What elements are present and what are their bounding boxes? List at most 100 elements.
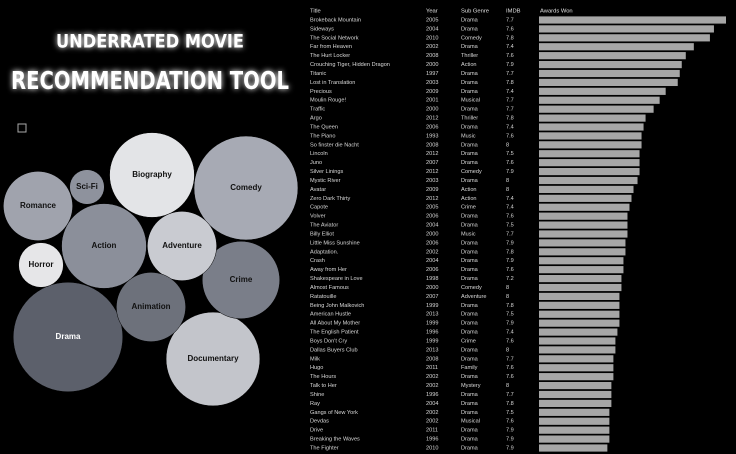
table-cell: 7.9: [506, 445, 514, 451]
table-cell: 1999: [426, 338, 438, 344]
table-cell: 7.4: [506, 44, 514, 50]
bubble: [61, 203, 147, 289]
awards-bar: [539, 408, 610, 416]
awards-bar: [539, 435, 610, 443]
table-cell: The Hurt Locker: [310, 53, 350, 59]
table-cell: Silver Linings: [310, 169, 343, 175]
awards-bar: [539, 34, 710, 42]
table-cell: 1999: [426, 321, 438, 327]
table-cell: 7.8: [506, 303, 514, 309]
table-cell: 2011: [426, 365, 438, 371]
table-cell: Far from Heaven: [310, 44, 352, 50]
table-cell: Drama: [461, 258, 479, 264]
table-cell: Hugo: [310, 365, 323, 371]
bubble: [147, 211, 217, 281]
table-cell: 1996: [426, 437, 438, 443]
table-cell: Volver: [310, 214, 326, 220]
bubble: [3, 171, 73, 241]
table-cell: 7.4: [506, 205, 514, 211]
table-cell: Drama: [461, 89, 479, 95]
table-cell: 2004: [426, 26, 438, 32]
table-cell: Drama: [461, 178, 479, 184]
table-cell: 7.6: [506, 133, 514, 139]
awards-bar: [539, 105, 654, 113]
table-cell: Dallas Buyers Club: [310, 347, 358, 353]
table-cell: 7.5: [506, 312, 514, 318]
filter-icon[interactable]: [17, 123, 27, 133]
bubble-label: Comedy: [230, 183, 262, 192]
table-cell: 8: [506, 294, 509, 300]
table-cell: 2012: [426, 151, 438, 157]
table-cell: 7.7: [506, 17, 514, 23]
table-cell: Drama: [461, 71, 479, 77]
table-cell: Family: [461, 365, 478, 371]
bubble: [193, 135, 299, 241]
table-cell: 7.6: [506, 53, 514, 59]
table-cell: Action: [461, 187, 477, 193]
awards-bar: [539, 248, 626, 256]
table-cell: Music: [461, 133, 476, 139]
table-cell: The English Patient: [310, 330, 359, 336]
awards-bar: [539, 43, 694, 51]
awards-bar: [539, 194, 632, 202]
awards-bar: [539, 96, 660, 104]
table-cell: 1996: [426, 392, 438, 398]
table-cell: 2000: [426, 231, 438, 237]
table-cell: Sideways: [310, 26, 334, 32]
table-cell: The Piano: [310, 133, 336, 139]
awards-bar: [539, 346, 616, 354]
table-cell: Drama: [461, 214, 479, 220]
bubble: [12, 281, 124, 393]
table-cell: Drama: [461, 410, 479, 416]
table-cell: Comedy: [461, 169, 482, 175]
table-cell: Drama: [461, 303, 479, 309]
table-cell: 2002: [426, 374, 438, 380]
table-cell: 2003: [426, 80, 438, 86]
table-cell: 8: [506, 142, 509, 148]
awards-bar: [539, 114, 646, 122]
awards-bar: [539, 426, 610, 434]
table-cell: 7.9: [506, 437, 514, 443]
awards-bar: [539, 301, 620, 309]
table-cell: Avatar: [310, 187, 326, 193]
table-cell: 8: [506, 285, 509, 291]
table-cell: 7.9: [506, 428, 514, 434]
awards-bar: [539, 132, 642, 140]
awards-bar: [539, 310, 620, 318]
table-cell: 7.6: [506, 419, 514, 425]
table-cell: Drama: [461, 392, 479, 398]
awards-bar: [539, 123, 644, 131]
bubble-chart: Drama Comedy Documentary Biography Action Cri…: [3, 132, 299, 407]
awards-bar: [539, 274, 622, 283]
table-cell: All About My Mother: [310, 321, 360, 327]
awards-bar: [539, 185, 634, 194]
awards-bar: [539, 257, 624, 265]
table-cell: 1997: [426, 71, 438, 77]
column-header: Title: [310, 9, 321, 15]
awards-bar: [539, 239, 626, 247]
table-cell: The Queen: [310, 124, 338, 130]
table-cell: Lost in Translation: [310, 80, 355, 86]
awards-bar: [539, 167, 640, 176]
table-cell: Drama: [461, 249, 479, 255]
bubble: [18, 242, 64, 288]
awards-bar: [539, 355, 614, 363]
bubble-label: Action: [92, 241, 117, 250]
table-cell: Billy Elliot: [310, 231, 334, 237]
table-cell: 7.8: [506, 80, 514, 86]
table-cell: 2012: [426, 169, 438, 175]
awards-bar: [539, 292, 620, 301]
table-cell: Action: [461, 196, 477, 202]
table-cell: Drama: [461, 330, 479, 336]
column-header: Year: [426, 9, 438, 15]
table-cell: 2002: [426, 249, 438, 255]
awards-bar: [539, 203, 630, 211]
table-cell: 2007: [426, 160, 438, 166]
table-cell: 7.6: [506, 374, 514, 380]
table-cell: Comedy: [461, 285, 482, 291]
table-cell: The Aviator: [310, 223, 338, 229]
table-cell: 2001: [426, 98, 438, 104]
table-cell: 2012: [426, 116, 438, 122]
table-cell: 2008: [426, 356, 438, 362]
table-cell: 2011: [426, 428, 438, 434]
